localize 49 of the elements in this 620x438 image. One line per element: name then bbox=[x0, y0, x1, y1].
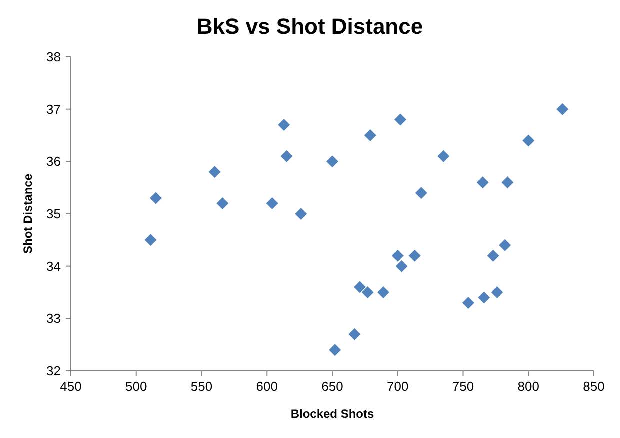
point bbox=[502, 176, 514, 189]
point bbox=[295, 208, 308, 220]
point bbox=[150, 192, 162, 204]
point bbox=[462, 296, 474, 309]
point bbox=[216, 198, 229, 210]
point bbox=[348, 328, 361, 340]
y-tick-label: 33 bbox=[46, 311, 61, 326]
point bbox=[364, 130, 376, 142]
x-tick-label: 500 bbox=[126, 379, 148, 394]
point bbox=[499, 239, 512, 252]
x-tick-label: 550 bbox=[190, 379, 213, 394]
y-tick-label: 35 bbox=[46, 206, 61, 222]
x-tick-label: 650 bbox=[322, 379, 344, 394]
point bbox=[396, 260, 408, 272]
point bbox=[438, 150, 450, 162]
x-tick-label: 750 bbox=[452, 379, 474, 394]
point bbox=[478, 292, 490, 304]
x-tick-label: 800 bbox=[518, 379, 540, 394]
x-tick-label: 450 bbox=[60, 379, 82, 394]
y-tick-label: 37 bbox=[46, 102, 61, 117]
x-tick-label: 600 bbox=[256, 379, 278, 394]
point bbox=[491, 286, 504, 298]
point bbox=[377, 286, 390, 298]
point bbox=[144, 234, 157, 246]
point bbox=[208, 166, 221, 178]
y-tick-label: 32 bbox=[46, 364, 61, 378]
point bbox=[329, 344, 342, 356]
point bbox=[280, 150, 293, 162]
point bbox=[392, 250, 404, 262]
point bbox=[278, 119, 290, 132]
point bbox=[415, 187, 428, 200]
x-tick-label: 850 bbox=[583, 379, 605, 394]
point bbox=[326, 156, 338, 168]
point bbox=[408, 250, 421, 262]
x-tick-label: 700 bbox=[387, 379, 409, 394]
y-tick-label: 34 bbox=[46, 258, 61, 274]
point bbox=[394, 114, 406, 126]
chart-title: BkS vs Shot Distance bbox=[196, 14, 424, 39]
point bbox=[476, 176, 489, 189]
y-axis-title: Shot Distance bbox=[21, 174, 35, 254]
x-axis-title: Blocked Shots bbox=[290, 407, 374, 421]
point bbox=[522, 134, 535, 147]
point bbox=[556, 103, 569, 116]
y-tick-label: 36 bbox=[46, 154, 61, 170]
point bbox=[487, 250, 500, 262]
point bbox=[354, 281, 366, 294]
point bbox=[362, 286, 374, 298]
point bbox=[266, 198, 278, 210]
y-tick-label: 38 bbox=[46, 50, 61, 64]
